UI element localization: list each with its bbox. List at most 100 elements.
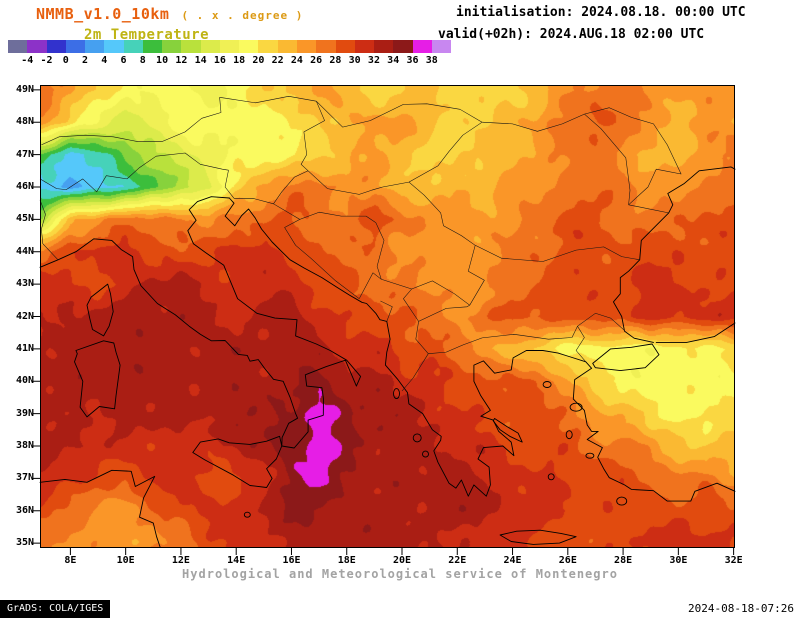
- island-outline: [585, 452, 595, 459]
- island-outline: [412, 433, 422, 443]
- model-resolution-note: ( . x . degree ): [181, 9, 304, 22]
- island-outline: [243, 511, 251, 518]
- map-plot: 49N 48N 47N 46N 45N 44N 43N 42N 41N 40N 39N 38N 37N 3…: [16, 84, 743, 566]
- colorbar-tick-label: 26: [310, 55, 323, 66]
- country-border: [411, 280, 470, 306]
- colorbar-cell: [142, 40, 163, 53]
- colorbar-tick-label: 4: [101, 55, 108, 66]
- x-axis-tick-label: 28E: [614, 555, 633, 566]
- colorbar-cell: [27, 40, 47, 53]
- country-border: [358, 272, 382, 299]
- country-border: [219, 96, 317, 104]
- country-border: [584, 107, 682, 206]
- variable-title: 2m Temperature: [84, 27, 210, 43]
- y-axis-tick-label: 37N: [15, 472, 34, 484]
- country-border: [418, 304, 470, 322]
- x-axis-tick-label: 24E: [503, 555, 522, 566]
- country-border: [224, 170, 235, 199]
- colorbar-cell: [412, 40, 432, 53]
- island-outline: [547, 473, 555, 481]
- colorbar-cell: [374, 40, 394, 53]
- colorbar-cell: [181, 40, 201, 53]
- y-axis-tick-label: 41N: [15, 342, 34, 354]
- colorbar-cell: [239, 40, 259, 53]
- country-border: [475, 245, 640, 262]
- country-border: [575, 326, 587, 362]
- coastline: [224, 197, 593, 497]
- valid-time: valid(+02h): 2024.AUG.18 02:00 UTC: [438, 27, 705, 42]
- creation-timestamp: 2024-08-18-07:26: [688, 602, 794, 615]
- colorbar-tick-label: 34: [387, 55, 400, 66]
- x-axis-tick-label: 22E: [448, 555, 467, 566]
- x-axis-tick-label: 10E: [116, 555, 135, 566]
- coastline: [499, 529, 577, 545]
- map-frame: [40, 85, 735, 548]
- colorbar-cell: [219, 40, 240, 53]
- colorbar-cell: [46, 40, 66, 53]
- coastline: [86, 283, 114, 337]
- colorbar-cell: [162, 40, 182, 53]
- colorbar-cell: [104, 40, 124, 53]
- country-border: [381, 279, 412, 290]
- service-credit: Hydrological and Meteorological service …: [182, 567, 618, 581]
- colorbar-cell: [393, 40, 413, 53]
- x-axis-tick-label: 12E: [171, 555, 190, 566]
- colorbar-tick-label: 6: [120, 55, 127, 66]
- colorbar-tick-label: 36: [406, 55, 419, 66]
- island-outline: [616, 496, 628, 506]
- x-axis-tick-label: 20E: [392, 555, 412, 566]
- country-border: [380, 300, 393, 322]
- x-axis-tick-label: 30E: [669, 555, 688, 566]
- y-axis-tick-label: 36N: [15, 504, 34, 516]
- country-border: [39, 199, 59, 260]
- coastline: [492, 418, 523, 443]
- country-border: [403, 288, 419, 322]
- island-outline: [393, 388, 400, 400]
- colorbar-cell: [431, 40, 452, 53]
- country-border: [468, 245, 485, 306]
- x-axis-tick-label: 8E: [64, 555, 77, 566]
- colorbar-tick-label: 16: [213, 55, 226, 66]
- colorbar-tick-label: 12: [175, 55, 188, 66]
- country-border: [415, 321, 429, 354]
- colorbar-tick-labels: -4 -2 0 2 4 6 8 10 12 14 16 18 20 22 24 26 28 30 32 34 36 38: [8, 55, 451, 67]
- coastline: [612, 166, 736, 343]
- colorbar-cell: [200, 40, 220, 53]
- coastline: [572, 367, 736, 502]
- country-border: [482, 313, 625, 340]
- y-axis-tick-label: 47N: [15, 148, 34, 160]
- temperature-field-canvas: [40, 85, 735, 548]
- colorbar-tick-label: 38: [425, 55, 438, 66]
- y-axis-tick-label: 43N: [15, 278, 34, 290]
- grads-credit: GrADS: COLA/IGES: [0, 600, 111, 618]
- x-axis-tick-label: 14E: [227, 555, 246, 566]
- country-border: [316, 101, 483, 128]
- y-axis-tick-label: 44N: [15, 245, 34, 257]
- colorbar: [8, 40, 452, 53]
- colorbar-tick-label: 2: [82, 55, 89, 66]
- coastline: [74, 340, 121, 418]
- colorbar-tick-label: 32: [367, 55, 380, 66]
- x-axis-tick-label: 26E: [558, 555, 577, 566]
- colorbar-tick-label: -4: [21, 55, 34, 66]
- colorbar-cell: [277, 40, 297, 53]
- island-outline: [542, 381, 552, 388]
- colorbar-tick-label: 8: [139, 55, 146, 66]
- initialisation-time: initialisation: 2024.08.18. 00:00 UTC: [456, 5, 746, 20]
- country-border: [375, 222, 385, 280]
- y-axis-tick-label: 40N: [15, 375, 34, 387]
- x-axis-tick-label: 16E: [282, 555, 301, 566]
- colorbar-tick-label: 20: [252, 55, 265, 66]
- coastline: [39, 469, 161, 548]
- country-border: [39, 152, 229, 193]
- country-border: [273, 203, 360, 299]
- coastline: [39, 196, 362, 449]
- colorbar-cell: [258, 40, 278, 53]
- x-axis-labels: 8E 10E 12E 14E 16E 18E 20E 22E 24E 26E 28E 30E 32E: [40, 548, 742, 570]
- country-border: [299, 211, 376, 223]
- island-outline: [569, 402, 583, 412]
- country-border: [371, 181, 409, 191]
- colorbar-tick-label: -2: [40, 55, 53, 66]
- model-title-line: NMMB_v1.0_10km ( . x . degree ): [36, 5, 303, 23]
- coastline: [592, 343, 660, 372]
